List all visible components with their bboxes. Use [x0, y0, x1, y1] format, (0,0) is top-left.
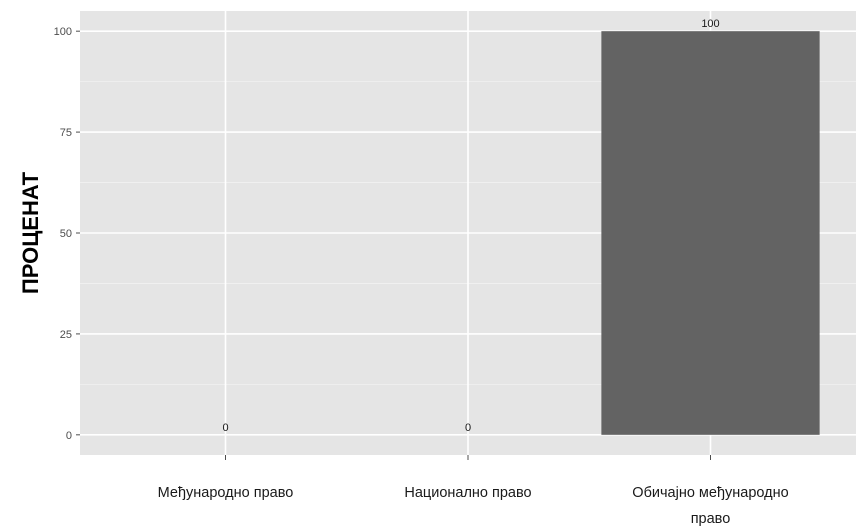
y-tick-label: 25	[60, 329, 72, 341]
x-axis: Међународно право Национално право Обичајн…	[158, 455, 789, 526]
y-tick-label: 0	[66, 430, 72, 442]
data-label: 0	[465, 422, 471, 434]
bars	[601, 31, 820, 435]
x-tick-label: Међународно право	[158, 485, 294, 501]
data-labels: 0 0 100	[222, 18, 719, 434]
y-tick-label: 100	[54, 26, 72, 38]
bar	[601, 31, 820, 435]
x-tick-label: Обичајно међународно право	[632, 485, 788, 526]
y-tick-label: 75	[60, 127, 72, 139]
y-axis-title: ПРОЦЕНАТ	[18, 171, 43, 294]
y-tick-label: 50	[60, 228, 72, 240]
data-label: 100	[701, 18, 719, 30]
x-tick-label: Национално право	[404, 485, 531, 501]
y-axis: 0 25 50 75 100	[54, 26, 80, 442]
data-label: 0	[222, 422, 228, 434]
